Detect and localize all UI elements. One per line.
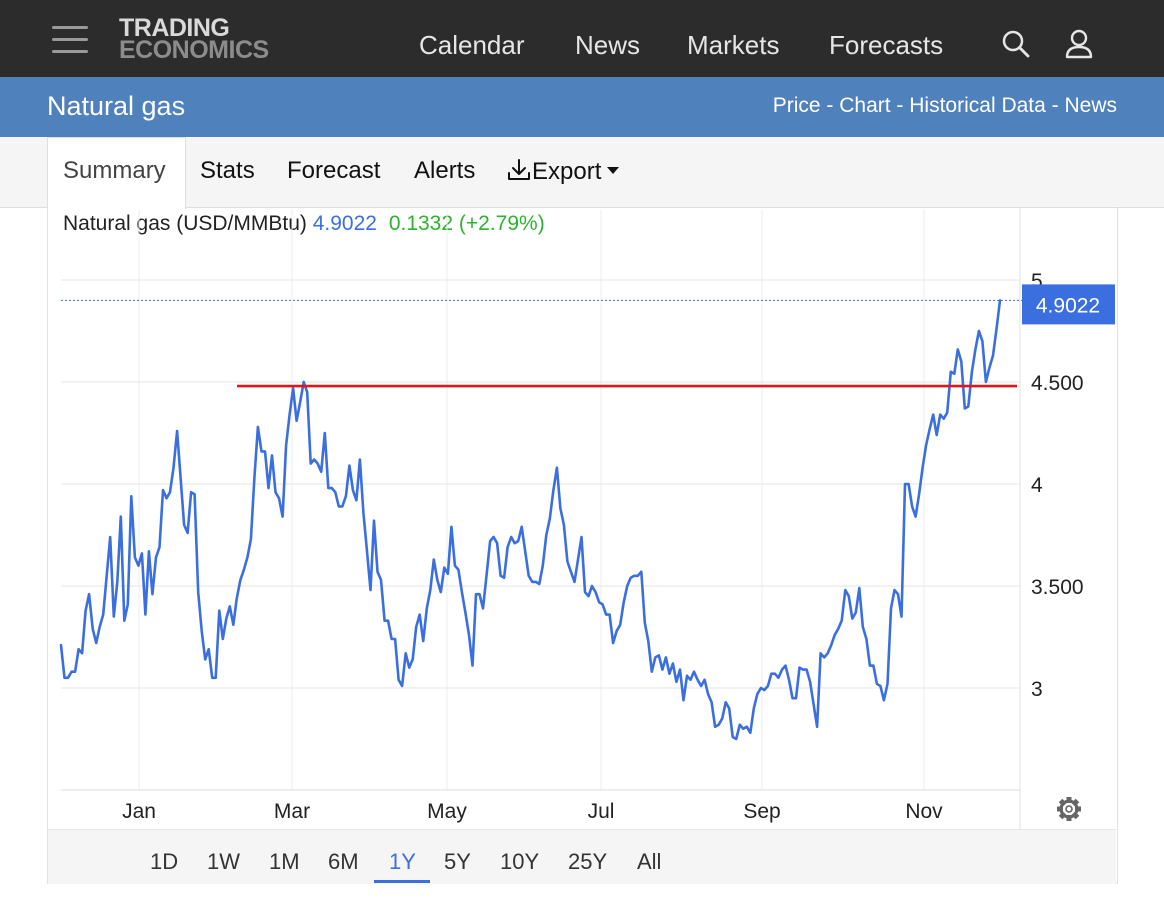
tab-summary-box <box>47 137 186 209</box>
instrument-name: Natural gas (USD/MMBtu) <box>63 212 307 235</box>
range-selector <box>48 829 1116 884</box>
breadcrumb-historical-data[interactable]: Historical Data <box>909 94 1046 117</box>
range-1w[interactable]: 1W <box>207 849 240 874</box>
breadcrumb-separator: - <box>890 94 910 117</box>
menu-icon[interactable] <box>52 26 88 54</box>
breadcrumb: Price - Chart - Historical Data - News <box>773 94 1117 118</box>
range-1d[interactable]: 1D <box>150 849 179 874</box>
range-25y[interactable]: 25Y <box>568 849 608 874</box>
tab-export[interactable]: Export <box>506 157 621 186</box>
nav-news[interactable]: News <box>575 30 641 60</box>
export-label: Export <box>532 158 602 185</box>
tab-alerts[interactable]: Alerts <box>414 157 476 184</box>
quote-price: 4.9022 <box>312 212 377 235</box>
tabs-bar <box>0 137 1164 208</box>
tab-forecast[interactable]: Forecast <box>287 157 381 184</box>
nav-calendar[interactable]: Calendar <box>419 30 525 60</box>
user-icon[interactable] <box>1064 28 1094 60</box>
quote-change: 0.1332 <box>388 212 454 235</box>
breadcrumb-news[interactable]: News <box>1064 94 1117 117</box>
active-range-indicator <box>374 880 430 883</box>
range-6m[interactable]: 6M <box>328 849 359 874</box>
breadcrumb-price[interactable]: Price <box>772 94 821 117</box>
top-header <box>0 0 1164 77</box>
range-all[interactable]: All <box>637 849 662 874</box>
breadcrumb-chart[interactable]: Chart <box>839 94 891 117</box>
caret-down-icon <box>607 167 620 174</box>
range-1y[interactable]: 1Y <box>389 849 416 874</box>
chart-frame <box>47 207 1118 884</box>
nav-forecasts[interactable]: Forecasts <box>829 30 944 60</box>
logo[interactable]: TRADING ECONOMICS <box>119 14 269 64</box>
range-1m[interactable]: 1M <box>269 849 300 874</box>
logo-line-1: TRADING <box>119 14 230 42</box>
range-10y[interactable]: 10Y <box>500 849 540 874</box>
download-icon <box>508 159 530 180</box>
breadcrumb-separator: - <box>1045 94 1065 117</box>
title-bar <box>0 77 1164 137</box>
tab-summary[interactable]: Summary <box>63 157 166 184</box>
logo-line-2: ECONOMICS <box>119 36 269 64</box>
search-icon[interactable] <box>1001 28 1031 60</box>
range-5y[interactable]: 5Y <box>444 849 471 874</box>
tab-stats[interactable]: Stats <box>200 157 255 184</box>
nav-markets[interactable]: Markets <box>687 30 780 60</box>
breadcrumb-separator: - <box>820 94 840 117</box>
page-title: Natural gas <box>47 91 186 121</box>
quote-header: Natural gas (USD/MMBtu) 4.9022 0.1332 (+… <box>63 212 545 236</box>
quote-change-pct: (+2.79%) <box>458 212 545 235</box>
